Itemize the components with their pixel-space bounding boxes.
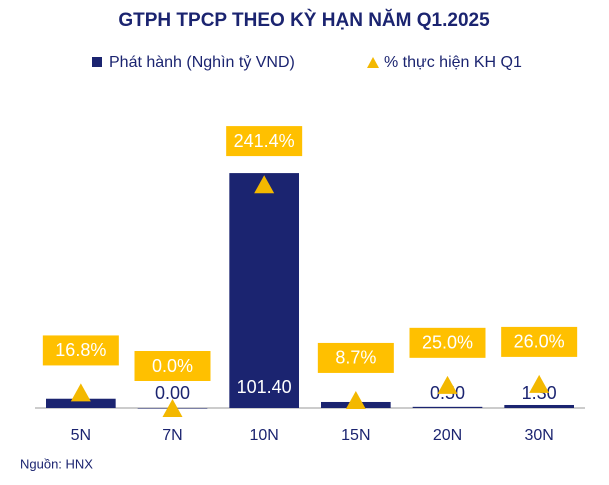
value-label: 101.40 xyxy=(237,377,292,397)
bar xyxy=(412,406,483,408)
source: Nguồn: HNX xyxy=(20,456,93,471)
label-box xyxy=(317,342,394,373)
label-box xyxy=(42,335,119,366)
label-box xyxy=(501,326,578,357)
bar xyxy=(504,404,574,408)
triangle-marker xyxy=(529,374,550,393)
triangle-marker xyxy=(345,390,366,409)
triangle-marker xyxy=(254,175,275,194)
label-box xyxy=(409,327,486,358)
x-tick-label: 5N xyxy=(71,427,91,444)
value-label: 26.0% xyxy=(514,332,565,352)
value-label: 16.8% xyxy=(55,340,106,360)
x-tick-label: 10N xyxy=(249,427,278,444)
legend-label: Phát hành (Nghìn tỷ VND) xyxy=(109,54,295,71)
legend-swatch xyxy=(367,57,379,68)
value-label: 25.0% xyxy=(422,333,473,353)
label-box xyxy=(134,351,211,381)
chart-title: GTPH TPCP THEO KỲ HẠN NĂM Q1.2025 xyxy=(118,9,490,31)
x-tick-label: 15N xyxy=(341,427,370,444)
value-label: 0.00 xyxy=(155,383,190,403)
value-label: 241.4% xyxy=(234,131,295,151)
x-tick-label: 20N xyxy=(433,427,462,444)
legend-label: % thực hiện KH Q1 xyxy=(384,54,522,71)
bar xyxy=(229,173,299,408)
triangle-marker xyxy=(437,375,458,394)
x-tick-label: 30N xyxy=(524,427,553,444)
triangle-marker xyxy=(162,399,183,417)
triangle-marker xyxy=(70,383,91,402)
legend-swatch xyxy=(92,57,102,67)
value-label: 8.7% xyxy=(335,348,376,368)
bar xyxy=(46,398,116,408)
label-box xyxy=(226,126,303,157)
x-tick-label: 7N xyxy=(162,427,182,444)
value-label: 0.0% xyxy=(152,356,193,376)
